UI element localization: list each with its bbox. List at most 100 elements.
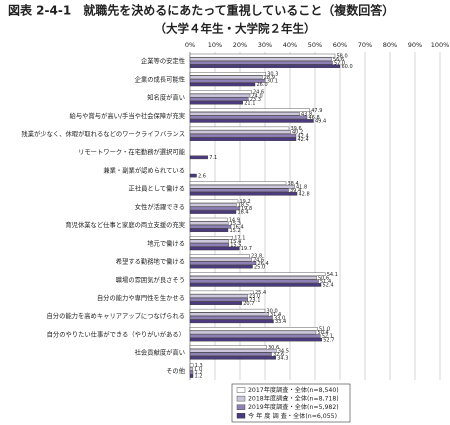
y-tick-label: 給与や賞与が高い/手当や社会保障が充実 [70, 111, 186, 120]
chart-title: 図表 2-4-1 就職先を決めるにあたって重視していること（複数回答） [8, 3, 394, 18]
bar [189, 119, 314, 123]
bar [189, 264, 253, 269]
bar [189, 283, 322, 287]
bar [189, 334, 321, 338]
x-tick-label: 0% [185, 41, 195, 49]
value-label: 42.8 [299, 191, 310, 197]
bar [189, 297, 248, 302]
bar [189, 319, 274, 324]
value-label: 39.4 [290, 188, 301, 194]
value-label: 25.4 [255, 290, 266, 296]
bar [189, 228, 229, 233]
x-tick-label: 60% [333, 41, 347, 49]
bar [189, 345, 267, 349]
legend-swatch [236, 395, 246, 402]
value-label: 40.2 [292, 130, 303, 136]
bar [189, 137, 297, 141]
value-label: 1.3 [195, 363, 203, 369]
value-label: 24.0 [252, 93, 263, 99]
bar [189, 257, 252, 262]
bar [189, 330, 317, 335]
value-label: 17.1 [234, 236, 245, 242]
bar [189, 243, 229, 247]
bar [189, 79, 266, 83]
value-label: 24.6 [253, 257, 264, 263]
bar [189, 90, 252, 94]
bar [189, 312, 269, 317]
y-tick-label: 自分のやりたい仕事ができる（やりがいがある） [47, 329, 185, 338]
x-tick-label: 20% [233, 41, 247, 49]
x-tick-label: 50% [308, 41, 322, 49]
x-tick-label: 100% [431, 41, 450, 49]
value-label: 15.5 [230, 243, 241, 249]
x-tick-label: 10% [208, 41, 222, 49]
y-tick-label: リモートワーク・在宅勤務が選択可能 [78, 147, 186, 156]
bar [189, 224, 232, 229]
bar [189, 210, 237, 214]
bar [189, 356, 276, 360]
y-tick-label: 正社員として働ける [129, 184, 185, 193]
x-tick-label: 70% [358, 41, 372, 49]
y-tick-label: 企業の成長可能性 [135, 74, 185, 83]
value-label: 33.4 [275, 319, 286, 325]
bar [189, 308, 266, 313]
value-label: 19.8 [241, 206, 252, 212]
bar [189, 173, 197, 178]
bar [189, 221, 229, 225]
bar [189, 181, 287, 185]
value-label: 42.4 [298, 137, 309, 143]
y-tick-label: 社会貢献度が高い [135, 348, 185, 357]
value-label: 19.7 [241, 246, 252, 252]
value-label: 18.4 [238, 210, 249, 216]
value-label: 47.9 [311, 108, 322, 114]
legend-swatch [236, 404, 246, 410]
value-label: 42.4 [298, 133, 309, 139]
bar [189, 370, 194, 375]
legend-label: 2017年度調査・全体(n=8,540) [248, 386, 339, 394]
y-tick-label: 兼業・副業が認められている [103, 165, 185, 174]
y-tick-label: 地元で働ける [147, 238, 185, 247]
value-label: 34.3 [277, 355, 288, 361]
bar [189, 239, 229, 244]
bar [189, 75, 263, 80]
value-label: 30.0 [267, 308, 278, 314]
value-label: 30.1 [267, 79, 278, 85]
legend-box [231, 383, 351, 423]
value-label: 23.1 [249, 297, 260, 303]
legend-label: 2018年度調査・全体(n=8,718) [248, 395, 339, 403]
value-label: 25.0 [254, 264, 265, 270]
legend-label: 今 年 度 調 査・全体(n=6,055) [248, 412, 337, 420]
legend-label: 2019年度調査・全体(n=5,982) [248, 403, 339, 411]
value-label: 52.1 [322, 334, 333, 340]
x-tick-label: 30% [258, 41, 272, 49]
value-label: 49.4 [315, 119, 326, 125]
value-label: 54.1 [327, 272, 338, 278]
bar [189, 155, 208, 160]
bar [189, 97, 249, 101]
bar [189, 337, 322, 342]
x-tick-label: 90% [408, 41, 422, 49]
bar [189, 294, 248, 298]
bar [189, 261, 257, 265]
value-label: 32.6 [273, 352, 284, 358]
bar [189, 348, 277, 353]
bar [189, 192, 298, 196]
value-label: 34.5 [278, 348, 289, 354]
value-label: 60.0 [342, 64, 353, 70]
legend-swatch [236, 387, 246, 393]
value-label: 46.8 [309, 115, 320, 121]
value-label: 58.0 [337, 53, 348, 59]
value-label: 23.0 [249, 294, 260, 300]
value-label: 31.4 [270, 312, 281, 318]
value-label: 30.3 [267, 72, 278, 78]
bar [189, 203, 237, 207]
value-label: 30.6 [268, 345, 279, 351]
bar [189, 64, 341, 69]
value-label: 52.7 [323, 337, 334, 343]
value-label: 23.8 [251, 254, 262, 260]
value-label: 23.3 [250, 97, 261, 103]
value-label: 51.4 [320, 279, 331, 285]
y-tick-label: 知名度が高い [147, 93, 185, 102]
y-tick-label: 育児休業など仕事と家庭の両立支援の充実 [65, 220, 185, 229]
